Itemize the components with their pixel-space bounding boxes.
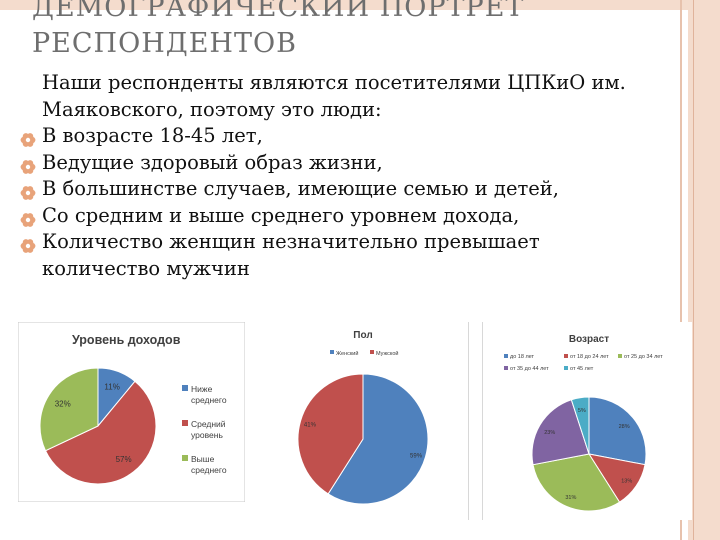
legend-label: от 18 до 24 лет [570, 354, 609, 360]
bullet-item: В возрасте 18-45 лет, [20, 123, 700, 150]
intro-line-2: Маяковского, поэтому это люди: [42, 97, 382, 121]
frame-top-border [0, 0, 720, 10]
legend-label: Ниже [191, 384, 213, 394]
flower-bullet-icon [20, 182, 36, 200]
legend-swatch [330, 350, 334, 354]
income-chart: Уровень доходов 11% 57% 32% Ниже среднего Сред… [18, 322, 245, 502]
legend-swatch [370, 350, 374, 354]
chart-divider [468, 322, 469, 520]
legend-label: уровень [191, 430, 223, 440]
legend-label: Женский [336, 350, 358, 357]
flower-bullet-svg [20, 186, 36, 200]
flower-bullet-icon [20, 209, 36, 227]
legend-label: среднего [191, 465, 227, 475]
flower-bullet-svg [20, 159, 36, 174]
data-label: 31% [565, 495, 576, 501]
bullet-continuation: количество мужчин [42, 256, 250, 280]
bullet-list: Наши респонденты являются посетителями Ц… [20, 70, 700, 282]
bullet-item: Со средним и выше среднего уровнем доход… [20, 203, 700, 230]
legend-swatch [504, 354, 508, 358]
data-label: 13% [621, 479, 632, 485]
legend-swatch [504, 366, 508, 370]
legend-label: Мужской [376, 350, 398, 357]
frame-right-line [693, 0, 694, 540]
legend-label: от 45 лет [570, 366, 594, 372]
flower-center [25, 164, 31, 169]
legend-label: Средний [191, 419, 226, 429]
flower-center [25, 217, 31, 222]
chart-title: Возраст [569, 334, 609, 345]
pie-slice [327, 373, 429, 505]
data-label: 11% [104, 383, 119, 392]
legend-label: среднего [191, 395, 227, 405]
gender-chart: Пол Женский Мужской 59% 41% [258, 322, 468, 520]
frame-right-inner-line [680, 0, 682, 540]
flower-center [25, 243, 31, 249]
legend-swatch [182, 455, 188, 461]
slide-title: ДЕМОГРАФИЧЕСКИЙ ПОРТРЕТ РЕСПОНДЕНТОВ [32, 0, 592, 62]
pie-slice [531, 399, 590, 466]
pie-slice [297, 373, 364, 495]
legend-label: от 25 до 34 лет [624, 354, 663, 360]
slide-title-line-2: РЕСПОНДЕНТОВ [32, 28, 297, 59]
bullet-item: Количество женщин незначительно превышае… [20, 229, 700, 256]
data-label: 23% [544, 430, 555, 436]
legend-swatch [618, 354, 622, 358]
legend-label: Выше [191, 454, 215, 464]
pie-slice [588, 396, 647, 466]
flower-bullet-icon [20, 235, 36, 253]
flower-center [25, 137, 31, 143]
data-label: 59% [410, 453, 423, 459]
bullet-item: В большинстве случаев, имеющие семью и д… [20, 176, 700, 203]
age-chart: Возраст до 18 лет от 18 до 24 лет от 25 до … [486, 322, 692, 520]
bullet-item: Ведущие здоровый образ жизни, [20, 150, 700, 177]
pie-slice [570, 396, 590, 455]
data-label: 28% [619, 424, 630, 430]
flower-bullet-icon [20, 129, 36, 147]
slide-title-line-1: ДЕМОГРАФИЧЕСКИЙ ПОРТРЕТ [32, 0, 525, 23]
flower-bullet-icon [20, 156, 36, 174]
legend-label: от 35 до 44 лет [510, 366, 549, 372]
flower-center [25, 190, 31, 196]
data-label: 41% [304, 423, 317, 429]
intro-line-1: Наши респонденты являются посетителями Ц… [42, 71, 626, 94]
pie-slice [39, 367, 99, 452]
chart-divider [482, 322, 483, 520]
legend-swatch [564, 354, 568, 358]
data-label: 5% [578, 408, 586, 414]
pie-slice [532, 453, 621, 512]
legend-swatch [564, 366, 568, 370]
pie-slice [44, 380, 157, 485]
chart-title: Пол [353, 330, 372, 341]
legend-swatch [182, 385, 188, 391]
legend-label: до 18 лет [510, 354, 535, 360]
flower-bullet-svg [20, 212, 36, 227]
flower-bullet-svg [20, 239, 36, 253]
chart-title: Уровень доходов [72, 333, 181, 347]
data-label: 57% [116, 455, 132, 464]
flower-bullet-svg [20, 133, 36, 147]
data-label: 32% [55, 400, 71, 409]
legend-swatch [182, 420, 188, 426]
